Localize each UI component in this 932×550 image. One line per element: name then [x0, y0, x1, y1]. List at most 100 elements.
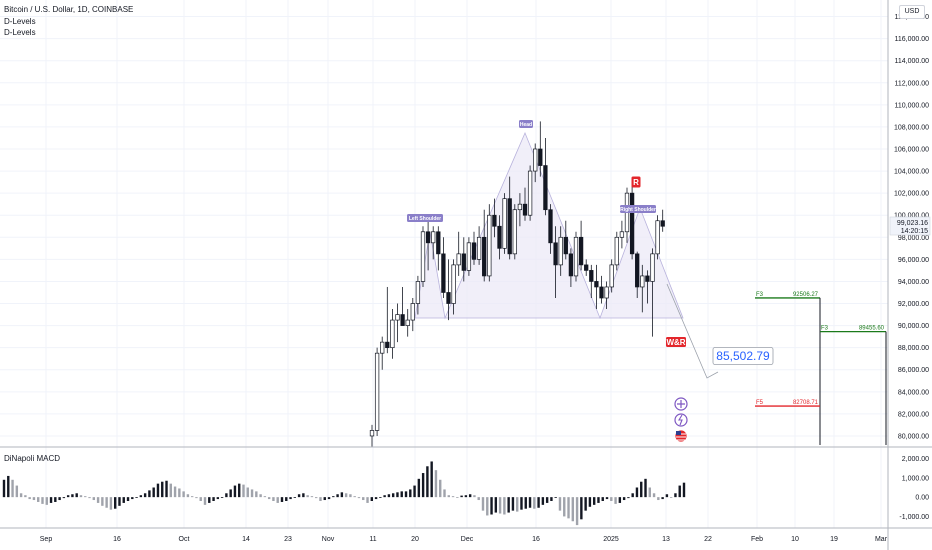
- candle-body: [573, 236, 579, 277]
- macd-bar: [644, 478, 647, 498]
- macd-bar: [511, 497, 515, 511]
- macd-bar: [165, 480, 168, 498]
- annotation: R: [631, 176, 641, 188]
- macd-bar: [631, 493, 634, 498]
- annotation-label: W&R: [666, 338, 685, 347]
- y-tick-label: 106,000.00: [894, 147, 929, 154]
- x-tick-label: Nov: [322, 536, 335, 543]
- candle: [507, 176, 512, 260]
- y-tick-label: 90,000.00: [898, 323, 929, 330]
- candle: [380, 336, 385, 370]
- candle: [589, 264, 594, 298]
- candle: [655, 215, 660, 260]
- candle: [374, 347, 380, 436]
- macd-bar: [528, 497, 532, 508]
- macd-bar: [280, 497, 284, 502]
- candle-body: [522, 203, 528, 216]
- macd-bar: [396, 492, 399, 498]
- macd-bar: [580, 497, 583, 520]
- candle: [522, 187, 528, 221]
- candle-body: [405, 319, 410, 326]
- level-value: 82708.71: [793, 400, 819, 406]
- last-price-label: 99,023.16: [897, 220, 928, 227]
- macd-bar: [554, 497, 557, 498]
- candle-body: [476, 236, 482, 260]
- macd-bar: [135, 497, 138, 498]
- x-tick-label: 10: [791, 536, 799, 543]
- macd-y-tick-label: -1,000.00: [899, 514, 929, 521]
- currency-label[interactable]: USD: [899, 5, 925, 19]
- macd-bar: [79, 495, 83, 498]
- candle-body: [512, 209, 517, 255]
- annotation: Head: [519, 120, 533, 128]
- candle-body: [589, 270, 594, 282]
- macd-bar: [353, 496, 356, 498]
- candle-body: [492, 214, 497, 227]
- candle: [650, 248, 655, 337]
- candle-body: [543, 165, 548, 211]
- price-candles: [369, 121, 665, 447]
- candle: [609, 259, 614, 293]
- candle: [425, 220, 431, 271]
- event-icons: [674, 397, 688, 443]
- annotation: 85,502.79: [712, 347, 774, 365]
- macd-bar: [263, 496, 267, 498]
- macd-bar: [285, 497, 288, 501]
- macd-bar: [2, 479, 6, 498]
- macd-bar: [349, 494, 352, 498]
- macd-bar: [242, 484, 245, 498]
- candle-body: [568, 253, 574, 277]
- macd-bar: [520, 497, 523, 510]
- candle-body: [533, 148, 538, 172]
- y-tick-label: 88,000.00: [898, 345, 929, 352]
- candle-body: [507, 198, 512, 255]
- candle: [660, 209, 665, 232]
- macd-bar: [186, 494, 190, 498]
- macd-bar: [383, 495, 386, 498]
- level-label: F3: [821, 326, 829, 332]
- candle-body: [594, 281, 599, 288]
- macd-bar: [541, 497, 545, 505]
- macd-bar: [276, 497, 279, 503]
- macd-bar: [105, 497, 108, 508]
- macd-bar: [233, 485, 237, 498]
- macd-bar: [161, 481, 164, 498]
- candle: [635, 251, 640, 298]
- d-levels: F3 92506.27 F3 89455.60 F5 82708.71: [755, 292, 887, 445]
- macd-bar: [618, 497, 622, 503]
- macd-bar: [336, 494, 339, 498]
- candle: [563, 220, 568, 260]
- macd-bar: [208, 497, 211, 503]
- macd-bar: [173, 486, 177, 498]
- candle-body: [374, 352, 380, 431]
- macd-bar: [498, 497, 502, 514]
- candle-body: [425, 231, 431, 244]
- macd-bar: [481, 497, 485, 511]
- macd-bar: [323, 497, 326, 501]
- macd-bar: [665, 494, 669, 498]
- macd-bar: [32, 497, 36, 501]
- candle-body: [502, 198, 507, 249]
- macd-bar: [220, 497, 224, 498]
- y-tick-label: 80,000.00: [898, 433, 929, 440]
- macd-bar: [139, 495, 143, 498]
- macd-bar: [477, 497, 480, 501]
- candle-body: [369, 430, 375, 437]
- candle: [573, 231, 579, 282]
- annotation-badge: [666, 337, 686, 347]
- candle: [476, 226, 482, 265]
- macd-bar: [468, 494, 472, 498]
- annotation-badge: [631, 176, 641, 188]
- macd-bar: [400, 491, 403, 498]
- candle: [492, 198, 497, 238]
- macd-bar: [357, 497, 361, 499]
- macd-bar: [669, 497, 673, 498]
- candle-body: [446, 292, 451, 304]
- macd-bar: [524, 497, 527, 509]
- macd-bar: [319, 497, 322, 501]
- candle-body: [558, 236, 563, 266]
- macd-bar: [28, 497, 31, 500]
- macd-bar: [584, 497, 587, 511]
- level-value: 92506.27: [793, 292, 819, 298]
